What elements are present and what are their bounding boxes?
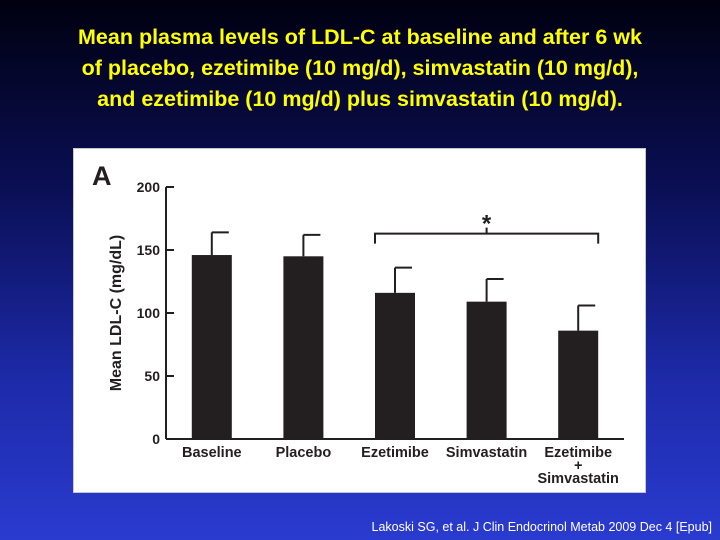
x-tick-label: Simvastatin: [537, 471, 618, 487]
significance-marker: *: [482, 211, 492, 238]
bar: [375, 292, 415, 439]
bar-chart: A Mean LDL-C (mg/dL) 0 50 100 150 200 Baseline P…: [92, 161, 624, 487]
panel-label: A: [92, 161, 112, 191]
x-tick-label: Baseline: [182, 445, 242, 461]
bar: [558, 330, 599, 439]
x-tick-label: Ezetimibe: [361, 445, 429, 461]
x-tick-label: Simvastatin: [446, 445, 527, 461]
y-tick-label: 0: [152, 431, 160, 447]
y-tick-label: 200: [137, 179, 161, 195]
title-line-2: of placebo, ezetimibe (10 mg/d), simvast…: [81, 56, 639, 80]
x-tick-label: Ezetimibe: [544, 445, 612, 461]
bar: [466, 301, 507, 439]
slide-title: Mean plasma levels of LDL-C at baseline …: [0, 22, 720, 115]
chart-panel: A Mean LDL-C (mg/dL) 0 50 100 150 200 Baseline P…: [73, 148, 646, 493]
title-line-1: Mean plasma levels of LDL-C at baseline …: [78, 25, 642, 49]
bar: [191, 255, 232, 439]
x-tick-label: +: [574, 458, 582, 474]
y-axis-label: Mean LDL-C (mg/dL): [108, 235, 125, 391]
x-tick-label: Placebo: [276, 445, 332, 461]
y-tick-label: 150: [137, 242, 161, 258]
y-tick-label: 100: [137, 305, 161, 321]
bar: [283, 256, 324, 439]
title-line-3: and ezetimibe (10 mg/d) plus simvastatin…: [97, 87, 623, 111]
y-tick-label: 50: [144, 368, 160, 384]
citation: Lakoski SG, et al. J Clin Endocrinol Met…: [371, 520, 712, 534]
